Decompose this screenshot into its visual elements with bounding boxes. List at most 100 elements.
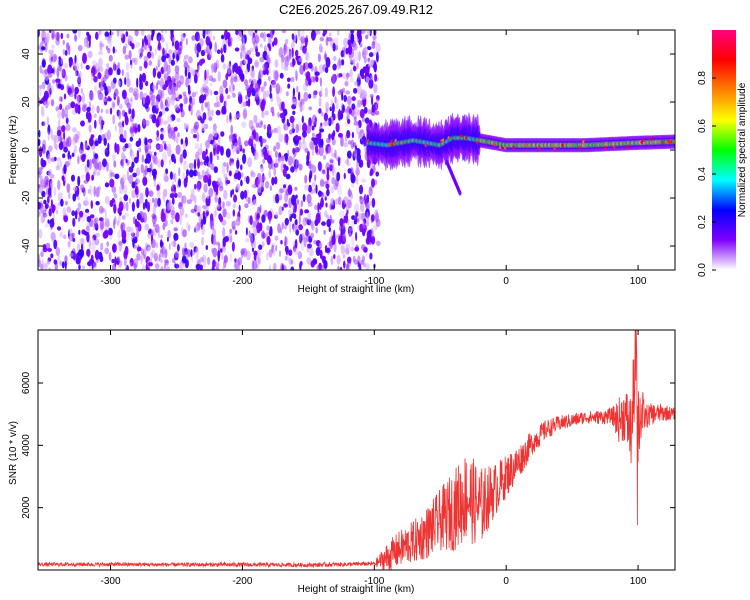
spectrogram-noise-cell — [85, 36, 89, 44]
spectrogram-noise-cell — [116, 256, 121, 262]
spectrogram-noise-cell — [68, 57, 73, 63]
spectrogram-noise-cell — [212, 135, 215, 143]
spectrogram-noise-cell — [106, 129, 111, 141]
spectrogram-noise-cell — [177, 244, 180, 252]
spectrogram-y-tick-label: 0 — [21, 147, 32, 153]
spectrogram-noise-cell — [97, 185, 102, 191]
spectrogram-noise-cell — [234, 47, 240, 52]
spectrogram-noise-cell — [363, 90, 367, 100]
spectrogram-noise-cell — [279, 188, 285, 194]
spectrogram-noise-cell — [143, 55, 149, 62]
spectrogram-noise-cell — [155, 65, 158, 72]
spectrogram-noise-cell — [80, 88, 83, 94]
spectrogram-noise-cell — [195, 210, 198, 216]
spectrogram-noise-cell — [86, 216, 92, 223]
spectrogram-noise-cell — [93, 76, 98, 83]
spectrogram-noise-cell — [145, 119, 150, 127]
spectrogram-noise-cell — [179, 153, 183, 164]
spectrogram-noise-cell — [278, 133, 284, 143]
spectrogram-noise-cell — [47, 100, 50, 106]
spectrogram-noise-cell — [125, 158, 128, 164]
spectrogram-noise-cell — [128, 87, 134, 93]
spectrogram-noise-cell — [131, 181, 136, 189]
spectrogram-noise-cell — [194, 121, 199, 130]
spectrogram-noise-cell — [155, 136, 160, 142]
spectrogram-noise-cell — [67, 240, 71, 248]
spectrogram-noise-cell — [355, 165, 359, 172]
spectrogram-noise-cell — [134, 185, 139, 195]
spectrogram-noise-cell — [151, 239, 157, 249]
spectrogram-noise-cell — [216, 204, 221, 209]
spectrogram-noise-cell — [66, 206, 72, 213]
spectrogram-noise-cell — [272, 263, 276, 270]
spectrogram-noise-cell — [299, 64, 304, 75]
spectrogram-noise-cell — [100, 108, 104, 114]
spectrogram-noise-cell — [113, 61, 116, 71]
spectrogram-noise-cell — [97, 161, 102, 172]
spectrogram-noise-cell — [182, 149, 187, 159]
spectrogram-noise-cell — [258, 244, 263, 250]
spectrogram-noise-cell — [371, 178, 375, 188]
spectrogram-noise-cell — [195, 263, 201, 270]
spectrogram-noise-cell — [168, 242, 171, 251]
spectrogram-noise-cell — [351, 131, 354, 139]
spectrogram-noise-cell — [194, 143, 200, 150]
spectrogram-noise-cell — [175, 144, 181, 155]
spectrogram-noise-cell — [98, 57, 103, 69]
spectrogram-noise-cell — [114, 173, 120, 180]
spectrogram-noise-cell — [160, 67, 164, 73]
spectrogram-noise-cell — [124, 267, 128, 270]
spectrogram-noise-cell — [335, 99, 339, 110]
spectrogram-noise-cell — [225, 212, 231, 220]
spectrogram-noise-cell — [91, 242, 96, 253]
spectrogram-noise-cell — [360, 260, 365, 265]
spectrogram-noise-cell — [148, 60, 153, 66]
spectrogram-noise-cell — [228, 36, 233, 43]
spectrogram-noise-cell — [269, 84, 272, 94]
spectrogram-noise-cell — [65, 117, 69, 124]
spectrogram-noise-cell — [331, 176, 336, 185]
spectrogram-noise-cell — [268, 75, 271, 82]
spectrogram-noise-cell — [232, 84, 235, 92]
spectrogram-noise-cell — [71, 152, 75, 157]
spectrogram-noise-cell — [343, 196, 348, 205]
spectrogram-noise-cell — [72, 193, 77, 202]
spectrogram-noise-cell — [44, 262, 48, 270]
spectrogram-noise-cell — [118, 201, 124, 212]
spectrogram-noise-cell — [86, 106, 91, 113]
spectrogram-noise-cell — [141, 154, 144, 163]
spectrogram-noise-cell — [122, 174, 127, 182]
spectrogram-noise-cell — [235, 264, 241, 270]
spectrogram-noise-cell — [324, 87, 329, 98]
spectrogram-noise-cell — [201, 123, 206, 132]
spectrogram-noise-cell — [120, 224, 123, 233]
spectrogram-noise-cell — [325, 144, 329, 155]
spectrogram-noise-cell — [303, 47, 307, 55]
spectrogram-noise-cell — [285, 140, 289, 146]
snr-series-line — [38, 330, 675, 570]
spectrogram-noise-cell — [188, 89, 191, 95]
spectrogram-noise-cell — [324, 66, 329, 74]
spectrogram-noise-cell — [320, 197, 324, 208]
spectrogram-noise-cell — [231, 188, 235, 196]
spectrogram-noise-cell — [275, 141, 281, 150]
spectrogram-noise-cell — [110, 83, 115, 90]
spectrogram-noise-cell — [295, 159, 298, 167]
spectrogram-noise-cell — [121, 69, 124, 76]
spectrogram-noise-cell — [123, 194, 129, 202]
spectrogram-noise-cell — [197, 147, 203, 156]
spectrogram-noise-cell — [50, 180, 54, 189]
spectrogram-noise-cell — [315, 184, 318, 194]
spectrogram-noise-cell — [98, 92, 104, 101]
spectrogram-noise-cell — [68, 92, 74, 98]
spectrogram-noise-cell — [79, 210, 84, 218]
spectrogram-noise-cell — [213, 123, 217, 131]
spectrogram-noise-cell — [140, 255, 143, 265]
spectrogram-noise-cell — [51, 30, 55, 39]
spectrogram-noise-cell — [193, 171, 196, 176]
spectrogram-noise-cell — [131, 150, 135, 162]
spectrogram-noise-cell — [340, 242, 344, 250]
spectrogram-noise-cell — [135, 167, 140, 176]
spectrogram-noise-cell — [223, 189, 228, 200]
spectrogram-noise-cell — [116, 30, 120, 37]
